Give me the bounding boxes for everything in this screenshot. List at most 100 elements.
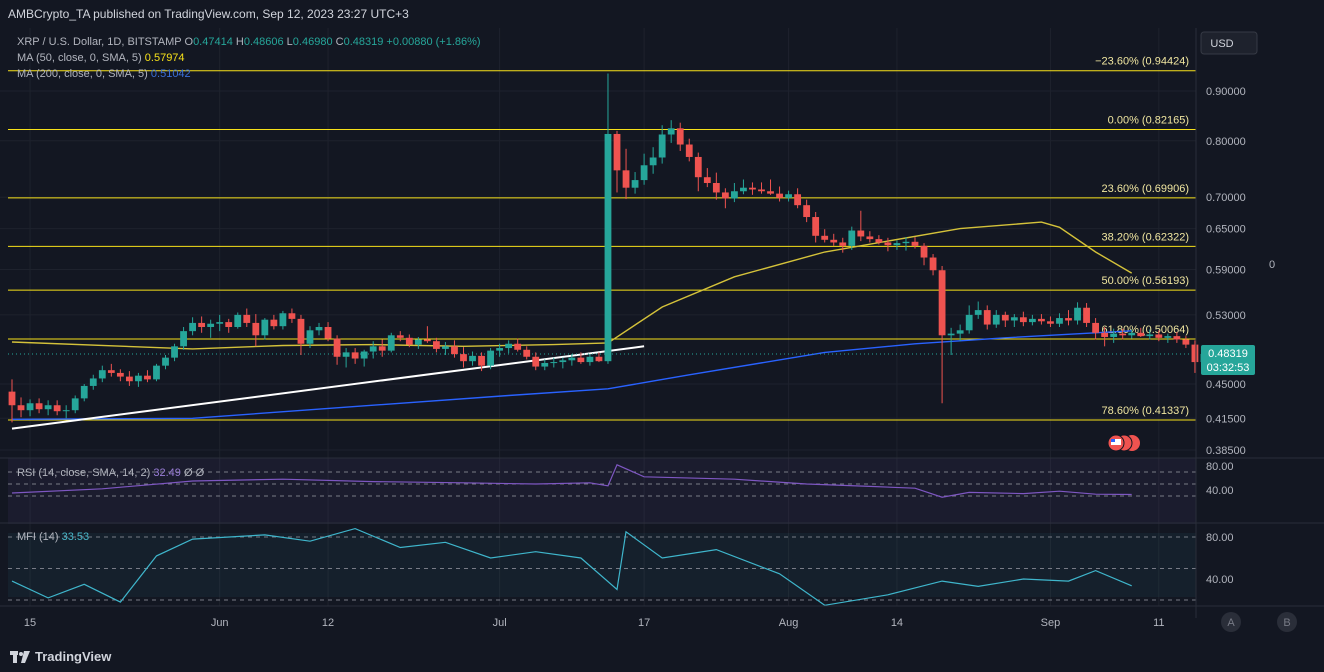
candle-body [956,330,964,334]
candle-body [144,375,151,380]
candle-body [559,360,567,363]
time-tick-label: Aug [779,617,799,629]
rsi-extra-1: Ø [183,467,193,479]
candle-body [803,205,811,218]
rsi-tick-label: 40.00 [1206,485,1234,497]
candle-body [721,192,729,199]
candle-body [1119,333,1127,336]
candle-body [225,322,233,328]
low-label: L [286,36,293,48]
close-value: 0.48319 [343,36,384,48]
time-tick-label: 12 [322,617,334,629]
candle-body [125,376,133,382]
candle-body [767,191,774,194]
candle-body [405,337,413,345]
candle-body [423,339,431,342]
time-tick-label: Jul [493,617,507,629]
currency-label: USD [1210,38,1233,50]
candle-body [1146,334,1154,337]
tradingview-logo[interactable]: TradingView [10,649,111,664]
high-value: 0.48606 [243,36,284,48]
fib-level-label: 38.20% (0.62322) [1102,231,1189,243]
candle-body [875,239,883,243]
candle-body [794,194,802,206]
rsi-legend[interactable]: RSI (14, close, SMA, 14, 2) 32.49 Ø Ø [17,467,204,479]
ma50-legend[interactable]: MA (50, close, 0, SMA, 5) 0.57974 [17,52,185,64]
candle-body [857,230,865,237]
ma50-line [11,221,1133,350]
candle-body [487,350,494,366]
ma200-value: 0.51042 [150,68,191,80]
candle-body [1047,321,1054,324]
candle-body [8,391,16,406]
candle-body [604,133,612,362]
compare-label: B [1283,617,1290,629]
auto-scale-label: A [1227,617,1235,629]
candle-body [776,193,783,198]
candle-body [577,357,585,363]
ma200-legend[interactable]: MA (200, close, 0, SMA, 5) 0.51042 [17,68,191,80]
candle-body [839,242,847,246]
compare-button[interactable] [1277,612,1297,632]
candle-body [1056,318,1063,324]
candle-body [785,194,792,198]
candle-body [848,230,856,246]
candle-body [433,341,440,349]
candle-body [396,335,404,338]
candle-body [884,242,892,246]
candle-body [162,357,169,366]
candle-body [1182,339,1190,345]
high-label: H [235,36,244,48]
candle-body [279,313,287,327]
rsi-extra-2: Ø [195,467,205,479]
price-tick-label: 0.70000 [1206,192,1246,204]
candle-body [1101,332,1109,337]
candle-body [866,236,874,240]
candle-body [342,352,350,357]
candle-body [1038,318,1045,322]
candle-body [622,170,630,188]
candle-body [1191,344,1199,363]
price-chart[interactable]: −23.60% (0.94424) 0.00% (0.82165) 23.60% (… [0,28,1324,640]
candle-body [595,356,603,362]
candle-body [1173,336,1181,340]
rsi-value: 32.49 [153,467,181,479]
price-tick-label: 0.38500 [1206,445,1246,457]
last-price-text: 0.48319 [1208,348,1248,360]
candle-body [171,346,178,358]
candle-body [983,310,991,325]
candle-body [586,356,594,363]
candle-body [676,128,684,145]
candle-body [252,322,260,336]
auto-scale-button[interactable] [1221,612,1241,632]
candle-body [207,323,215,328]
candle-body [234,314,242,328]
candle-body [685,144,693,157]
fib-level-label: 61.80% (0.50064) [1102,324,1189,336]
time-tick-label: 17 [638,617,650,629]
branding-bar: TradingView [0,640,1324,672]
candle-body [333,338,341,357]
candle-body [929,257,937,271]
candle-body [89,378,97,386]
tradingview-logo-text: TradingView [35,649,112,664]
candle-body [1019,317,1027,323]
event-flags-icon[interactable] [1107,434,1140,452]
time-tick-label: 11 [1153,617,1164,629]
candle-body [360,351,368,359]
candle-body [198,322,206,328]
candle-body [568,357,576,361]
candle-body [478,355,485,366]
candle-body [351,352,359,359]
candle-body [1137,332,1145,337]
mfi-band [8,533,1196,597]
ma50-value: 0.57974 [144,52,185,64]
candle-body [667,128,675,135]
mfi-legend[interactable]: MFI (14) 33.53 [17,531,89,543]
candle-body [387,335,395,351]
publish-banner-text: AMBCrypto_TA published on TradingView.co… [8,7,409,21]
currency-button[interactable] [1200,31,1258,55]
time-tick-label: Sep [1041,617,1061,629]
candle-body [965,314,973,331]
candle-body [1010,317,1018,321]
